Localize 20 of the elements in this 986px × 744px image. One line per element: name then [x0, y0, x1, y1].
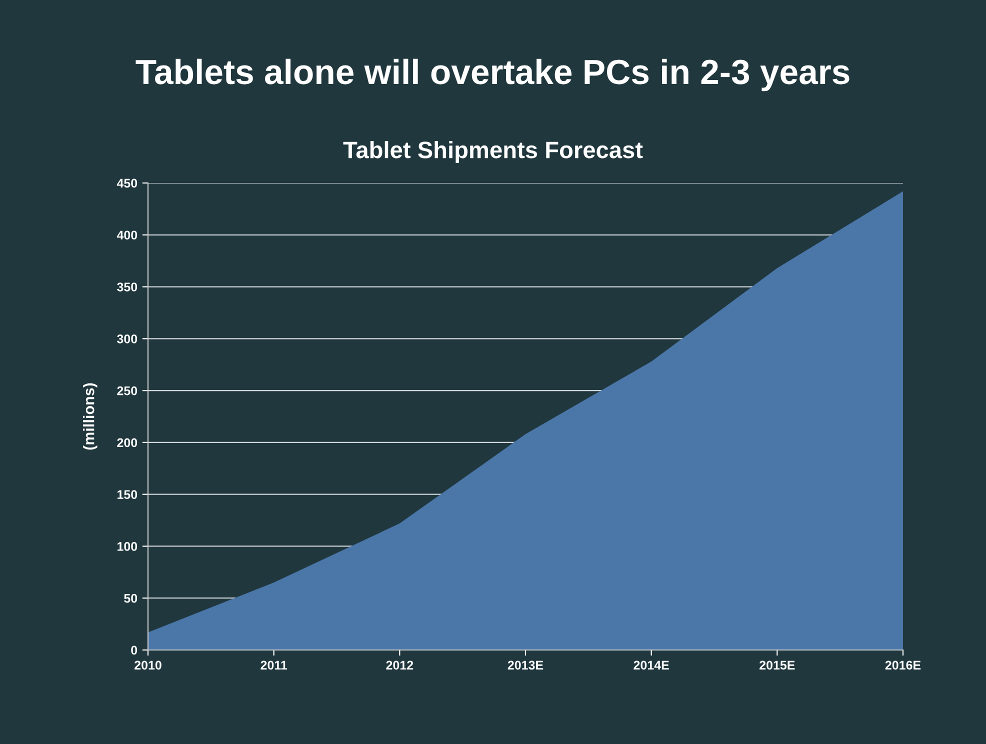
chart-title: Tablets alone will overtake PCs in 2-3 years — [136, 58, 850, 92]
x-tick-label: 2015E — [760, 660, 795, 670]
x-tick-label: 2016E — [885, 660, 921, 670]
x-tick-label: 2014E — [634, 660, 669, 670]
y-tick-label: 150 — [118, 490, 138, 499]
y-tick-label: 50 — [124, 594, 138, 603]
y-tick-label: 0 — [131, 646, 138, 655]
y-tick-label: 100 — [118, 542, 138, 551]
y-tick-label: 200 — [117, 438, 138, 448]
y-tick-label: 250 — [117, 386, 138, 396]
y-tick-label: 350 — [117, 282, 138, 292]
chart-subtitle: Tablet Shipments Forecast — [343, 140, 643, 164]
y-tick-label: 450 — [116, 178, 138, 188]
y-axis-title: (millions) — [83, 383, 98, 450]
x-tick-label: 2012 — [386, 660, 414, 670]
x-tick-label: 2013E — [508, 660, 544, 670]
y-tick-label: 400 — [116, 230, 138, 240]
x-tick-label: 2011 — [260, 660, 288, 670]
x-tick-label: 2010 — [134, 660, 162, 670]
y-tick-label: 300 — [117, 334, 138, 344]
